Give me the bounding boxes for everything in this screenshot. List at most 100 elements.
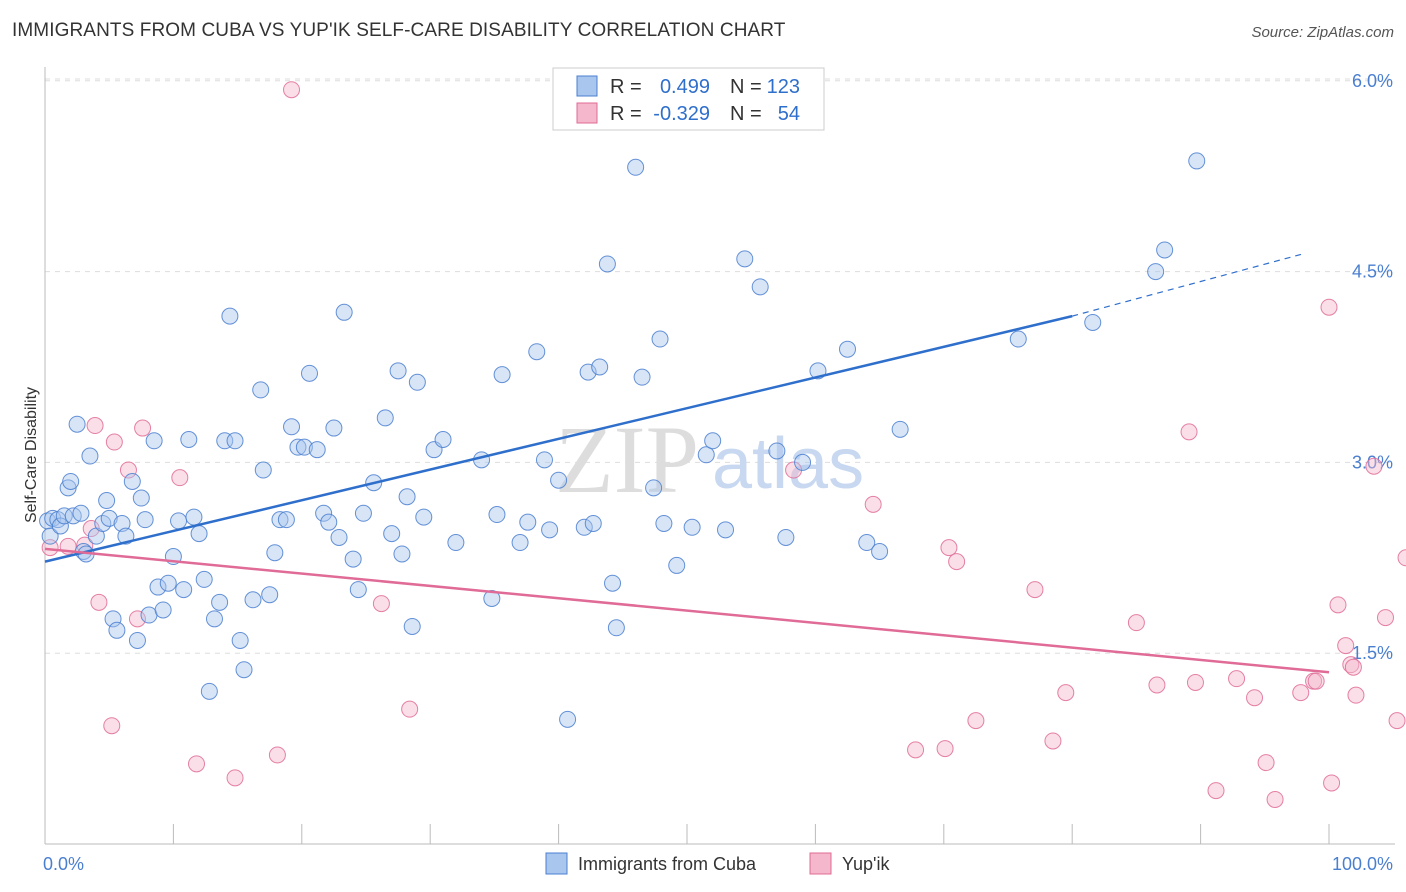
- point-yupik: [1337, 637, 1355, 655]
- point-cuba: [598, 255, 616, 273]
- point-yupik: [948, 553, 966, 571]
- point-cuba: [254, 461, 272, 479]
- point-yupik: [1044, 732, 1062, 750]
- trend-lines: [44, 253, 1330, 674]
- point-cuba: [51, 517, 69, 535]
- point-yupik: [1388, 712, 1406, 730]
- point-cuba: [266, 544, 284, 562]
- bottom-legend-swatch-cuba: [545, 852, 568, 875]
- point-cuba: [683, 518, 701, 536]
- point-yupik: [1228, 670, 1246, 688]
- point-cuba: [244, 591, 262, 609]
- x-tick-label-min: 0.0%: [43, 854, 84, 874]
- point-cuba: [145, 432, 163, 450]
- point-cuba: [170, 512, 188, 530]
- point-cuba: [493, 366, 511, 384]
- point-cuba: [541, 521, 559, 539]
- point-cuba: [72, 504, 90, 522]
- point-cuba: [591, 358, 609, 376]
- legend-swatch-cuba: [576, 75, 598, 97]
- point-cuba: [154, 601, 172, 619]
- point-cuba: [315, 504, 333, 522]
- point-cuba: [55, 507, 73, 525]
- bottom-legend: Immigrants from Cuba Yup'ik: [545, 852, 890, 875]
- point-cuba: [777, 528, 795, 546]
- point-cuba: [221, 307, 239, 325]
- point-cuba: [858, 534, 876, 552]
- point-yupik: [1329, 596, 1347, 614]
- point-cuba: [389, 362, 407, 380]
- point-cuba: [488, 506, 506, 524]
- watermark-zip: ZIP: [555, 406, 699, 513]
- point-cuba: [100, 509, 118, 527]
- point-cuba: [277, 511, 295, 529]
- point-cuba: [768, 442, 786, 460]
- point-yupik: [226, 769, 244, 787]
- point-yupik: [268, 746, 286, 764]
- point-cuba: [645, 479, 663, 497]
- point-cuba: [607, 619, 625, 637]
- point-cuba: [235, 661, 253, 679]
- point-cuba: [136, 511, 154, 529]
- point-cuba: [403, 617, 421, 635]
- point-cuba: [132, 489, 150, 507]
- point-cuba: [301, 364, 319, 382]
- legend-n-value-cuba: 123: [767, 76, 800, 98]
- point-cuba: [1147, 263, 1165, 281]
- point-cuba: [839, 340, 856, 358]
- point-cuba: [408, 373, 426, 391]
- y-tick-label: 1.5%: [1352, 643, 1393, 663]
- point-cuba: [1084, 313, 1102, 331]
- legend-r-value-cuba: 0.499: [660, 76, 710, 98]
- point-cuba: [335, 303, 353, 321]
- point-cuba: [604, 574, 622, 592]
- point-cuba: [668, 556, 686, 574]
- legend-n-label-cuba: N =: [730, 76, 762, 98]
- point-yupik: [119, 461, 137, 479]
- y-tick-labels: 1.5% 3.0% 4.5% 6.0%: [1352, 71, 1393, 663]
- point-cuba: [159, 574, 177, 592]
- point-yupik: [188, 755, 206, 773]
- point-cuba: [283, 418, 301, 436]
- point-cuba: [128, 631, 146, 649]
- point-yupik: [1246, 689, 1264, 707]
- point-cuba: [1156, 241, 1174, 259]
- point-yupik: [1320, 298, 1338, 316]
- point-yupik: [1292, 684, 1310, 702]
- point-cuba: [1188, 152, 1206, 170]
- point-yupik: [1180, 423, 1198, 441]
- point-cuba: [528, 343, 546, 361]
- point-cuba: [289, 438, 307, 456]
- point-cuba: [584, 514, 602, 532]
- point-cuba: [535, 451, 553, 469]
- point-yupik: [1127, 614, 1145, 632]
- point-cuba: [344, 550, 362, 568]
- chart-title: IMMIGRANTS FROM CUBA VS YUP'IK SELF-CARE…: [12, 20, 786, 41]
- point-cuba: [175, 581, 193, 599]
- point-yupik: [1342, 656, 1360, 674]
- y-tick-label: 3.0%: [1352, 452, 1393, 472]
- point-yupik: [1266, 790, 1284, 808]
- y-tick-label: 4.5%: [1352, 262, 1393, 282]
- x-tick-label-max: 100.0%: [1332, 854, 1393, 874]
- point-yupik: [940, 539, 958, 557]
- point-yupik: [401, 700, 419, 718]
- point-yupik: [1026, 581, 1044, 599]
- point-yupik: [105, 433, 123, 451]
- point-cuba: [252, 381, 270, 399]
- point-cuba: [123, 472, 141, 490]
- point-yupik: [936, 740, 954, 758]
- point-yupik: [1365, 457, 1383, 475]
- point-cuba: [627, 158, 645, 176]
- point-yupik: [1397, 549, 1406, 567]
- x-ticks: [44, 824, 1330, 844]
- bottom-legend-label-cuba: Immigrants from Cuba: [578, 854, 757, 874]
- point-cuba: [295, 438, 313, 456]
- point-cuba: [308, 441, 326, 459]
- point-yupik: [1257, 754, 1275, 772]
- point-yupik: [1376, 609, 1394, 627]
- point-cuba: [200, 682, 218, 700]
- point-cuba: [231, 631, 249, 649]
- point-yupik: [1307, 672, 1325, 690]
